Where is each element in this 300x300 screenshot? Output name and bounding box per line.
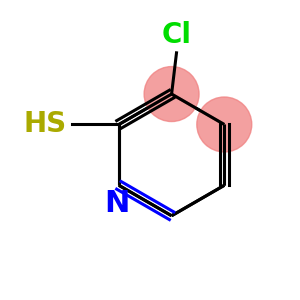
Circle shape — [144, 67, 199, 122]
Text: N: N — [104, 189, 130, 218]
Text: Cl: Cl — [161, 21, 191, 49]
Text: HS: HS — [24, 110, 67, 137]
Circle shape — [197, 97, 252, 152]
